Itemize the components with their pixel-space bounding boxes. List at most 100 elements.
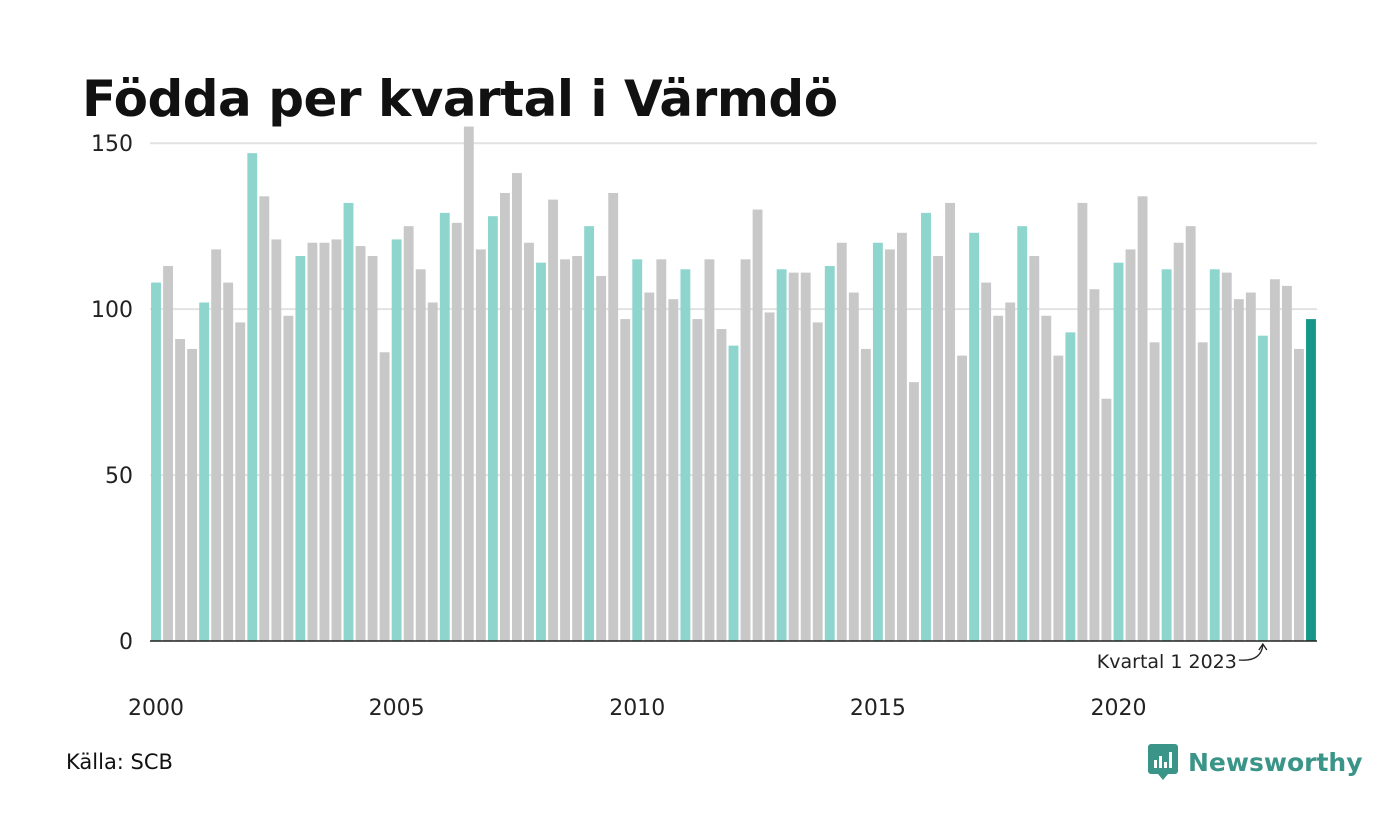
bar (776, 269, 787, 641)
bar (1053, 355, 1064, 641)
bar (451, 222, 462, 641)
bar (848, 292, 859, 641)
bar (524, 242, 534, 641)
y-tick-label: 0 (119, 630, 133, 655)
bar (824, 265, 835, 641)
bar (355, 246, 366, 641)
bar (211, 249, 222, 641)
bar (536, 262, 546, 641)
bar (632, 259, 643, 641)
bar (933, 256, 943, 641)
bar (560, 259, 570, 641)
bar (836, 242, 847, 641)
bar (403, 226, 414, 641)
x-tick-label: 2005 (369, 696, 425, 721)
bar (884, 249, 895, 641)
bar (427, 302, 438, 641)
x-tick-label: 2010 (609, 696, 665, 721)
bar (283, 315, 294, 641)
bar (1089, 289, 1100, 641)
bar (307, 242, 318, 641)
bar (271, 239, 282, 641)
bar (1041, 315, 1052, 641)
bar (391, 239, 402, 641)
y-tick-label: 50 (105, 464, 133, 489)
bar (752, 209, 763, 641)
bar (1197, 342, 1208, 641)
bar (187, 348, 198, 641)
bar (439, 212, 450, 641)
bar (1005, 302, 1016, 641)
bar (463, 126, 474, 641)
bar (993, 315, 1004, 641)
bar (1209, 269, 1220, 641)
bar (572, 256, 583, 641)
bar (199, 302, 210, 641)
bar (812, 322, 823, 641)
bar (1137, 196, 1148, 641)
bar (1281, 285, 1292, 641)
bar (331, 239, 342, 641)
bar (1233, 299, 1244, 641)
bar (656, 259, 667, 641)
bar (235, 322, 246, 641)
bar (1294, 348, 1304, 641)
bar (909, 382, 919, 641)
bar (1113, 262, 1124, 641)
bar (475, 249, 486, 641)
bar (343, 202, 354, 642)
bar (175, 338, 186, 641)
bar (151, 282, 161, 641)
bar (163, 265, 173, 641)
bar (644, 292, 655, 641)
bar (981, 282, 992, 641)
bar (788, 272, 799, 641)
bar (716, 329, 727, 641)
bar (1221, 272, 1232, 641)
bar (1269, 279, 1280, 641)
bar (223, 282, 234, 641)
bar-chart: 0 50 100 150 2000 2005 2010 2015 2020 Kvartal 1… (91, 126, 1317, 721)
bar (680, 269, 691, 641)
bar (728, 345, 739, 641)
bar (692, 319, 703, 641)
bar (764, 312, 775, 641)
x-tick-label: 2020 (1090, 696, 1146, 721)
annotation: Kvartal 1 2023 (1097, 642, 1268, 673)
bar (1029, 256, 1040, 641)
y-axis-ticks: 0 50 100 150 (91, 132, 133, 655)
bar (512, 173, 522, 641)
bar (1185, 226, 1196, 641)
annotation-label: Kvartal 1 2023 (1097, 651, 1237, 673)
bar (860, 348, 871, 641)
bar (740, 259, 751, 641)
bar (1173, 242, 1184, 641)
bar (295, 256, 306, 641)
x-tick-label: 2000 (128, 696, 184, 721)
brand-logo: Newsworthy (1148, 744, 1363, 780)
bar (1161, 269, 1172, 641)
bar (957, 355, 968, 641)
bar (800, 272, 811, 641)
chart-title: Födda per kvartal i Värmdö (82, 70, 838, 128)
bar (379, 352, 390, 641)
bar (704, 259, 715, 641)
bar (1065, 332, 1076, 641)
bar (1257, 335, 1268, 641)
bar (668, 299, 679, 641)
brand-name: Newsworthy (1188, 747, 1363, 777)
bar (897, 232, 907, 641)
bar (247, 153, 258, 642)
bar (1306, 319, 1316, 641)
bar (415, 269, 426, 641)
bar (1149, 342, 1160, 641)
y-tick-label: 100 (91, 298, 133, 323)
bar (620, 319, 631, 641)
bar (596, 275, 607, 641)
bar (319, 242, 330, 641)
annotation-arrow (1238, 642, 1268, 661)
bar (548, 199, 558, 641)
bar (969, 232, 980, 641)
x-tick-label: 2015 (850, 696, 906, 721)
bar (487, 216, 498, 641)
